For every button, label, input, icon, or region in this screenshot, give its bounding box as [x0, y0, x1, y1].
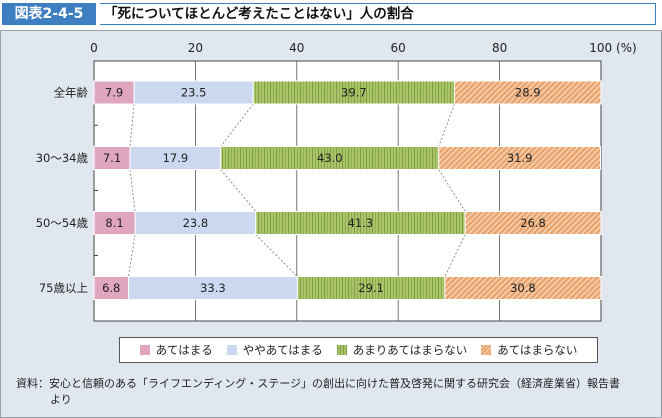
x-axis-ticks: 0 20 40 60 80 100 (%) — [90, 41, 637, 55]
figure-title: 「死についてほとんど考えたことはない」人の割合 — [100, 3, 656, 25]
figure-header: 図表2-4-5 「死についてほとんど考えたことはない」人の割合 — [0, 0, 662, 28]
connector-line — [129, 169, 136, 212]
x-tick-label: 0 — [90, 41, 98, 55]
y-axis-tickmarks — [94, 124, 98, 256]
legend-item: あてはまる — [139, 342, 213, 358]
bar-value-label: 8.1 — [105, 216, 123, 230]
bar-value-label: 31.9 — [507, 151, 533, 165]
legend-item: あまりあてはまらない — [336, 342, 468, 358]
bar-value-label: 33.3 — [200, 281, 226, 295]
bar-value-label: 17.9 — [163, 151, 189, 165]
x-tick-label: 40 — [289, 41, 304, 55]
source-text-continuation: より — [50, 393, 72, 406]
x-tick-label: 80 — [492, 41, 507, 55]
legend-swatch-orange-hatch — [481, 345, 492, 355]
legend-swatch-pink — [139, 345, 150, 355]
legend-swatch-blue — [226, 345, 237, 355]
bar-value-label: 7.9 — [105, 86, 123, 100]
x-tick-label: 60 — [391, 41, 406, 55]
connector-line — [220, 103, 254, 147]
bar-segment — [453, 80, 602, 105]
connector-line — [438, 169, 466, 212]
source-text: 安心と信頼のある「ライフエンディング・ステージ」の創出に向けた普及啓発に関する研… — [49, 377, 621, 390]
category-label: 全年齢 — [54, 86, 89, 100]
connector-line — [129, 103, 135, 147]
legend-swatch-green-stripes — [336, 345, 347, 355]
connector-lines — [128, 103, 466, 277]
bar-value-label: 43.0 — [317, 151, 343, 165]
bar-value-label: 28.9 — [515, 86, 541, 100]
legend: あてはまる ややあてはまる あまりあてはまらない あてはまらない — [119, 337, 598, 363]
bar-segment — [438, 146, 601, 170]
legend-label: あてはまらない — [497, 343, 578, 357]
bar-value-label: 6.8 — [102, 281, 120, 295]
bars: 7.9 23.5 39.7 28.9 7.1 17.9 43.0 31.9 8.1 23.8 41.… — [93, 80, 602, 300]
bar-value-label: 29.1 — [358, 281, 384, 295]
bar-value-label: 39.7 — [341, 86, 367, 100]
bar-value-label: 30.8 — [510, 281, 536, 295]
category-label: 75歳以上 — [39, 281, 88, 295]
category-labels: 全年齢 30～34歳 50～54歳 75歳以上 — [36, 86, 89, 296]
x-tick-label: 100 (%) — [589, 41, 636, 55]
bar-segment — [444, 276, 602, 300]
legend-label: あまりあてはまらない — [352, 343, 468, 357]
connector-line — [438, 103, 455, 147]
category-label: 30～34歳 — [36, 151, 89, 165]
source-label: 資料： — [16, 377, 49, 390]
legend-item: あてはまらない — [481, 342, 577, 358]
x-tick-label: 20 — [188, 41, 203, 55]
connector-line — [128, 234, 136, 277]
bar-value-label: 23.5 — [181, 86, 207, 100]
bar-value-label: 23.8 — [183, 216, 209, 230]
legend-label: ややあてはまる — [242, 343, 323, 357]
category-label: 50～54歳 — [36, 216, 89, 230]
bar-value-label: 26.8 — [520, 216, 546, 230]
bar-value-label: 41.3 — [348, 216, 374, 230]
legend-item: ややあてはまる — [226, 342, 323, 358]
connector-line — [255, 234, 298, 277]
bar-segment — [464, 211, 602, 235]
bar-value-label: 7.1 — [103, 151, 121, 165]
figure-number: 図表2-4-5 — [2, 3, 96, 25]
source-note: 資料：安心と信頼のある「ライフエンディング・ステージ」の創出に向けた普及啓発に関… — [16, 376, 656, 408]
legend-label: あてはまる — [155, 343, 213, 357]
connector-line — [220, 169, 257, 212]
